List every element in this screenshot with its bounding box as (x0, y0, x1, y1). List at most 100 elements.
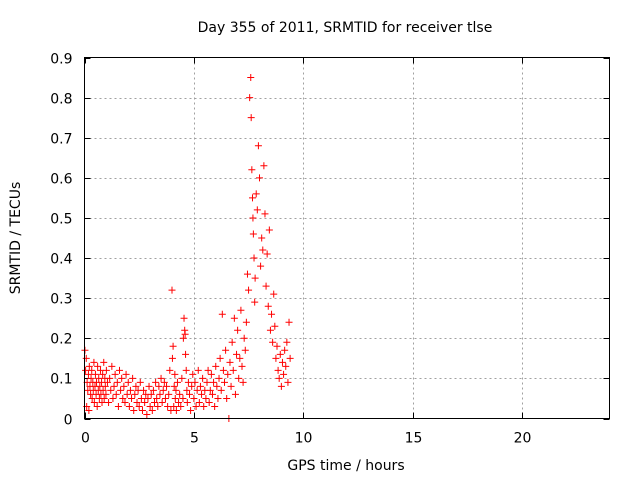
data-point (207, 370, 215, 378)
data-point (87, 374, 95, 382)
data-point (194, 366, 202, 374)
data-point (106, 374, 114, 382)
data-point (222, 346, 230, 354)
data-point (258, 234, 266, 242)
data-point (180, 314, 188, 322)
data-point (156, 390, 164, 398)
data-point (179, 394, 187, 402)
y-tick-label: 0.6 (50, 172, 72, 188)
data-point (238, 362, 246, 370)
data-point (191, 378, 199, 386)
data-point (170, 382, 178, 390)
grid-lines (84, 57, 610, 419)
data-point (128, 394, 136, 402)
data-point (95, 374, 103, 382)
data-point (159, 386, 167, 394)
data-point (123, 390, 131, 398)
data-point (165, 390, 173, 398)
data-point (192, 402, 200, 410)
data-point (171, 394, 179, 402)
data-point (245, 286, 253, 294)
data-point (173, 378, 181, 386)
data-point (198, 390, 206, 398)
data-point (157, 374, 165, 382)
data-point (160, 378, 168, 386)
x-tick-labels: 0 5 10 15 20 (81, 431, 531, 447)
data-point (96, 366, 104, 374)
data-point (227, 382, 235, 390)
data-point (183, 386, 191, 394)
y-tick-labels: 0 0.1 0.2 0.3 0.4 0.5 0.6 0.7 0.8 0.9 (50, 52, 72, 429)
axis-ticks (84, 57, 610, 420)
data-point (85, 406, 93, 414)
data-point (280, 370, 288, 378)
data-point (169, 342, 177, 350)
x-tick-label: 10 (295, 431, 313, 447)
data-point (263, 250, 271, 258)
data-point (161, 394, 169, 402)
data-point (218, 310, 226, 318)
data-point (164, 402, 172, 410)
data-point (93, 402, 101, 410)
data-point (119, 394, 127, 402)
data-point (131, 390, 139, 398)
data-point (264, 302, 272, 310)
data-point (205, 398, 213, 406)
data-point (229, 366, 237, 374)
x-tick-label: 15 (405, 431, 423, 447)
data-point (208, 390, 216, 398)
data-point (133, 398, 141, 406)
data-point (168, 354, 176, 362)
data-point (105, 398, 113, 406)
data-point (88, 366, 96, 374)
data-point (271, 322, 279, 330)
data-point (249, 230, 257, 238)
data-point (216, 354, 224, 362)
data-point (82, 354, 90, 362)
data-point (132, 382, 140, 390)
data-point (163, 382, 171, 390)
data-point (285, 318, 293, 326)
data-point (235, 374, 243, 382)
data-point (246, 94, 254, 102)
data-point (98, 398, 106, 406)
data-point (146, 402, 154, 410)
data-point (206, 386, 214, 394)
data-point (274, 366, 282, 374)
data-point (91, 370, 99, 378)
data-point (251, 298, 259, 306)
data-point (210, 378, 218, 386)
data-point (98, 378, 106, 386)
data-point (122, 370, 130, 378)
data-point (112, 390, 120, 398)
data-point (177, 402, 185, 410)
y-axis-label: SRMTID / TECUs (8, 182, 24, 295)
data-point (152, 378, 160, 386)
data-point (158, 398, 166, 406)
data-point (282, 362, 290, 370)
data-point (175, 398, 183, 406)
data-point (154, 402, 162, 410)
data-point (242, 318, 250, 326)
data-point (248, 166, 256, 174)
data-point (250, 254, 258, 262)
data-point (113, 378, 121, 386)
data-point (249, 214, 257, 222)
data-point (149, 386, 157, 394)
y-tick-label: 0.8 (50, 92, 72, 108)
y-tick-label: 0.7 (50, 132, 72, 148)
data-point (266, 326, 274, 334)
data-point (88, 394, 96, 402)
x-tick-label: 0 (81, 431, 90, 447)
data-point (252, 190, 260, 198)
data-point (228, 338, 236, 346)
data-point (101, 382, 109, 390)
data-point (125, 402, 133, 410)
data-point (247, 114, 255, 122)
x-tick-label: 5 (190, 431, 199, 447)
data-point (260, 162, 268, 170)
data-point (137, 394, 145, 402)
data-point (130, 406, 138, 414)
data-point (109, 394, 117, 402)
